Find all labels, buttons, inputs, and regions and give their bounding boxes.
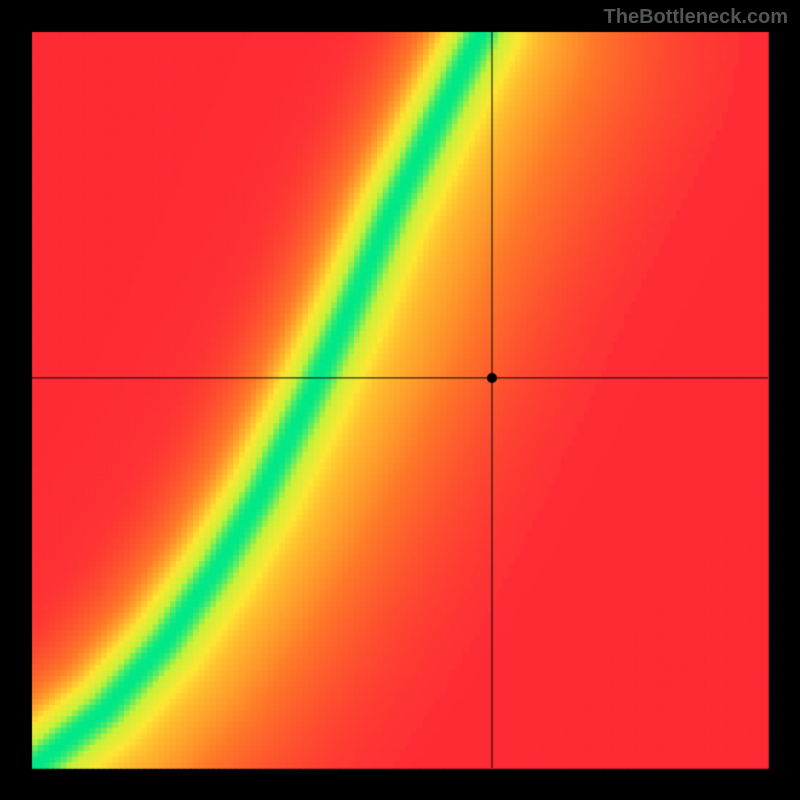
watermark-text: TheBottleneck.com (604, 6, 788, 29)
bottleneck-heatmap (0, 0, 800, 800)
